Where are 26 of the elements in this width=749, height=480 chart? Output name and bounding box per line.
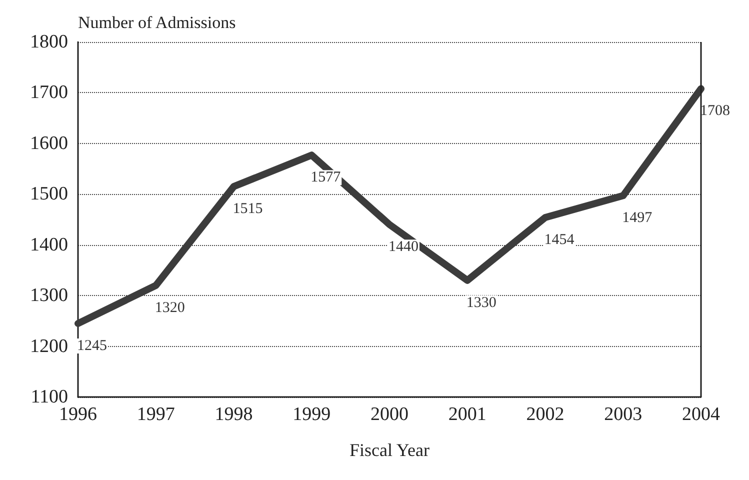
data-label: 1497 (622, 210, 653, 226)
y-tick-label: 1800 (30, 32, 68, 52)
y-tick-label: 1200 (30, 336, 68, 357)
y-tick-label: 1600 (30, 132, 68, 154)
x-tick-label: 2002 (526, 404, 564, 425)
x-tick-label: 1999 (292, 404, 331, 425)
y-tick-label: 1700 (30, 82, 68, 104)
data-label: 1330 (466, 294, 496, 311)
y-tick-label: 1400 (30, 234, 68, 256)
data-label: 1515 (232, 201, 263, 218)
x-tick-label: 2000 (370, 404, 408, 425)
data-label: 1454 (544, 232, 575, 248)
x-tick-label: 1997 (136, 404, 175, 425)
x-axis-title: Fiscal Year (350, 440, 430, 460)
y-tick-label: 1300 (30, 285, 68, 306)
data-label: 1245 (77, 338, 107, 354)
data-label: 1708 (700, 103, 730, 120)
y-axis-title: Number of Admissions (78, 13, 236, 32)
data-label: 1440 (388, 239, 418, 256)
data-label: 1320 (154, 300, 185, 316)
x-tick-label: 2003 (604, 404, 642, 425)
y-tick-label: 1500 (30, 184, 68, 205)
x-tick-label: 2001 (448, 404, 486, 425)
data-label: 1577 (310, 170, 342, 186)
x-tick-label: 2004 (682, 404, 720, 425)
x-tick-label: 1998 (214, 404, 253, 425)
